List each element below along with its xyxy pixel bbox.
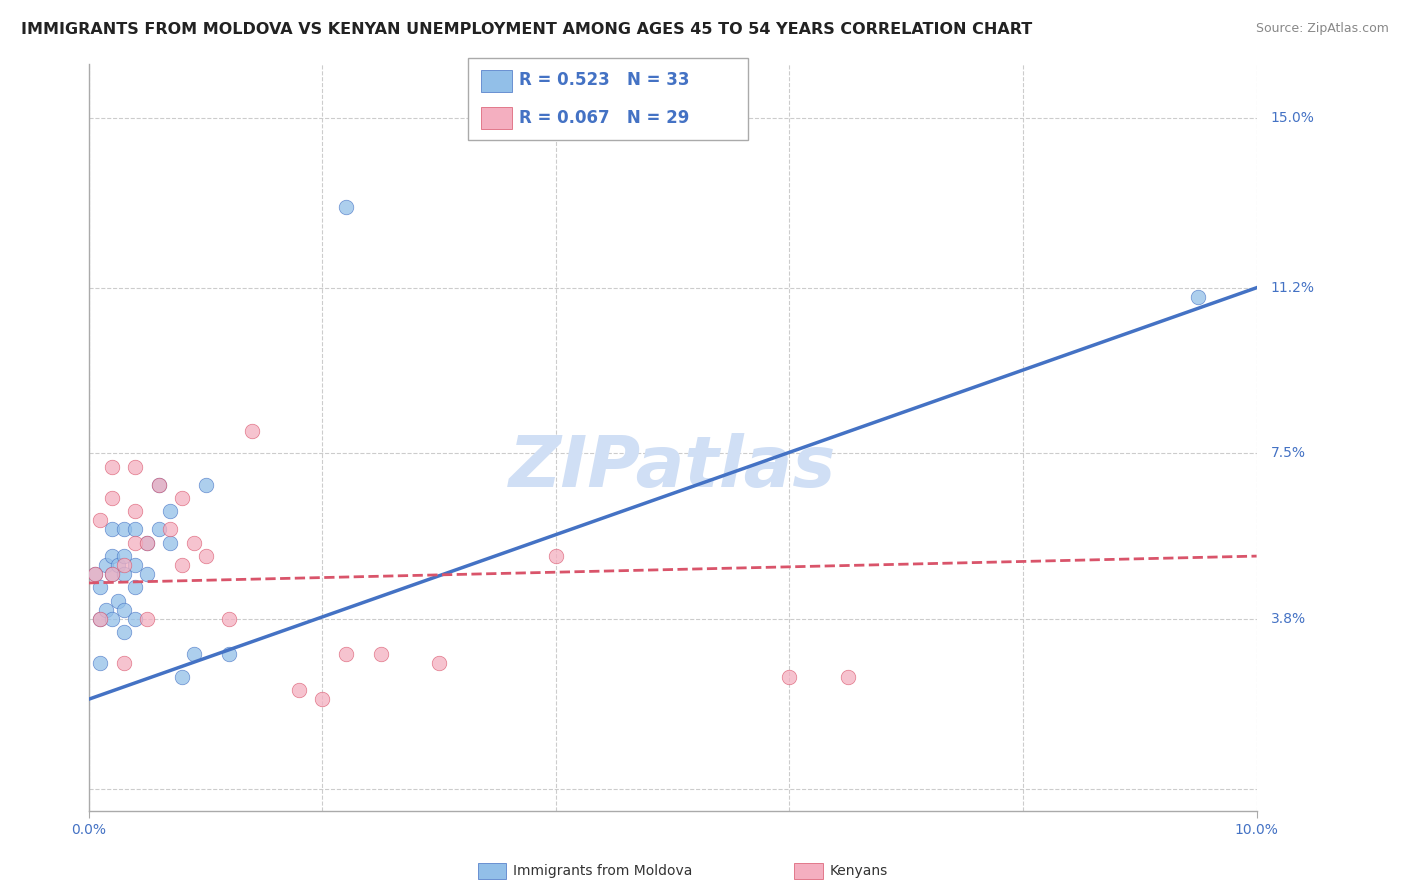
Point <box>335 648 357 662</box>
Point <box>194 549 217 563</box>
Point <box>107 558 129 572</box>
Text: 7.5%: 7.5% <box>1271 446 1306 460</box>
Point <box>172 670 194 684</box>
Text: Immigrants from Moldova: Immigrants from Moldova <box>513 863 693 878</box>
Text: ZIPatlas: ZIPatlas <box>509 433 837 502</box>
Point <box>218 648 240 662</box>
Point <box>124 581 146 595</box>
Point <box>101 491 124 505</box>
Point <box>124 459 146 474</box>
Point <box>370 648 392 662</box>
Point <box>112 522 135 536</box>
Point <box>112 566 135 581</box>
Point <box>148 477 170 491</box>
Point <box>101 566 124 581</box>
Text: 11.2%: 11.2% <box>1271 281 1315 294</box>
Point <box>83 566 105 581</box>
Point <box>101 459 124 474</box>
Point <box>544 549 567 563</box>
Point <box>136 535 159 549</box>
Point <box>124 522 146 536</box>
Point <box>101 549 124 563</box>
Point <box>96 603 118 617</box>
Point <box>112 549 135 563</box>
Point <box>1187 290 1209 304</box>
Point <box>778 670 800 684</box>
Point <box>218 612 240 626</box>
Point <box>124 612 146 626</box>
Point <box>148 477 170 491</box>
Point <box>148 522 170 536</box>
Point <box>240 424 263 438</box>
Text: 3.8%: 3.8% <box>1271 612 1306 625</box>
Point <box>89 513 111 527</box>
Point <box>112 603 135 617</box>
Point <box>112 625 135 640</box>
Point <box>83 566 105 581</box>
Point <box>124 558 146 572</box>
Point <box>288 683 311 698</box>
Point <box>112 657 135 671</box>
Point <box>335 200 357 214</box>
Point <box>89 581 111 595</box>
Point <box>101 522 124 536</box>
Text: R = 0.523   N = 33: R = 0.523 N = 33 <box>519 71 689 89</box>
Point <box>89 612 111 626</box>
Point <box>124 535 146 549</box>
Point <box>159 522 181 536</box>
Point <box>183 535 205 549</box>
Point <box>427 657 450 671</box>
Point <box>101 612 124 626</box>
Point <box>96 558 118 572</box>
Point <box>183 648 205 662</box>
Point <box>136 535 159 549</box>
Point <box>159 535 181 549</box>
Point <box>194 477 217 491</box>
Point <box>172 491 194 505</box>
Text: IMMIGRANTS FROM MOLDOVA VS KENYAN UNEMPLOYMENT AMONG AGES 45 TO 54 YEARS CORRELA: IMMIGRANTS FROM MOLDOVA VS KENYAN UNEMPL… <box>21 22 1032 37</box>
Text: R = 0.067   N = 29: R = 0.067 N = 29 <box>519 109 689 127</box>
Point <box>89 612 111 626</box>
Text: Kenyans: Kenyans <box>830 863 887 878</box>
Point <box>89 657 111 671</box>
Point <box>136 612 159 626</box>
Text: 15.0%: 15.0% <box>1271 111 1315 125</box>
Point <box>311 692 333 706</box>
Text: Source: ZipAtlas.com: Source: ZipAtlas.com <box>1256 22 1389 36</box>
Point <box>837 670 859 684</box>
Point <box>101 566 124 581</box>
Point <box>112 558 135 572</box>
Point <box>107 594 129 608</box>
Point <box>172 558 194 572</box>
Point <box>159 504 181 518</box>
Point <box>136 566 159 581</box>
Point <box>124 504 146 518</box>
